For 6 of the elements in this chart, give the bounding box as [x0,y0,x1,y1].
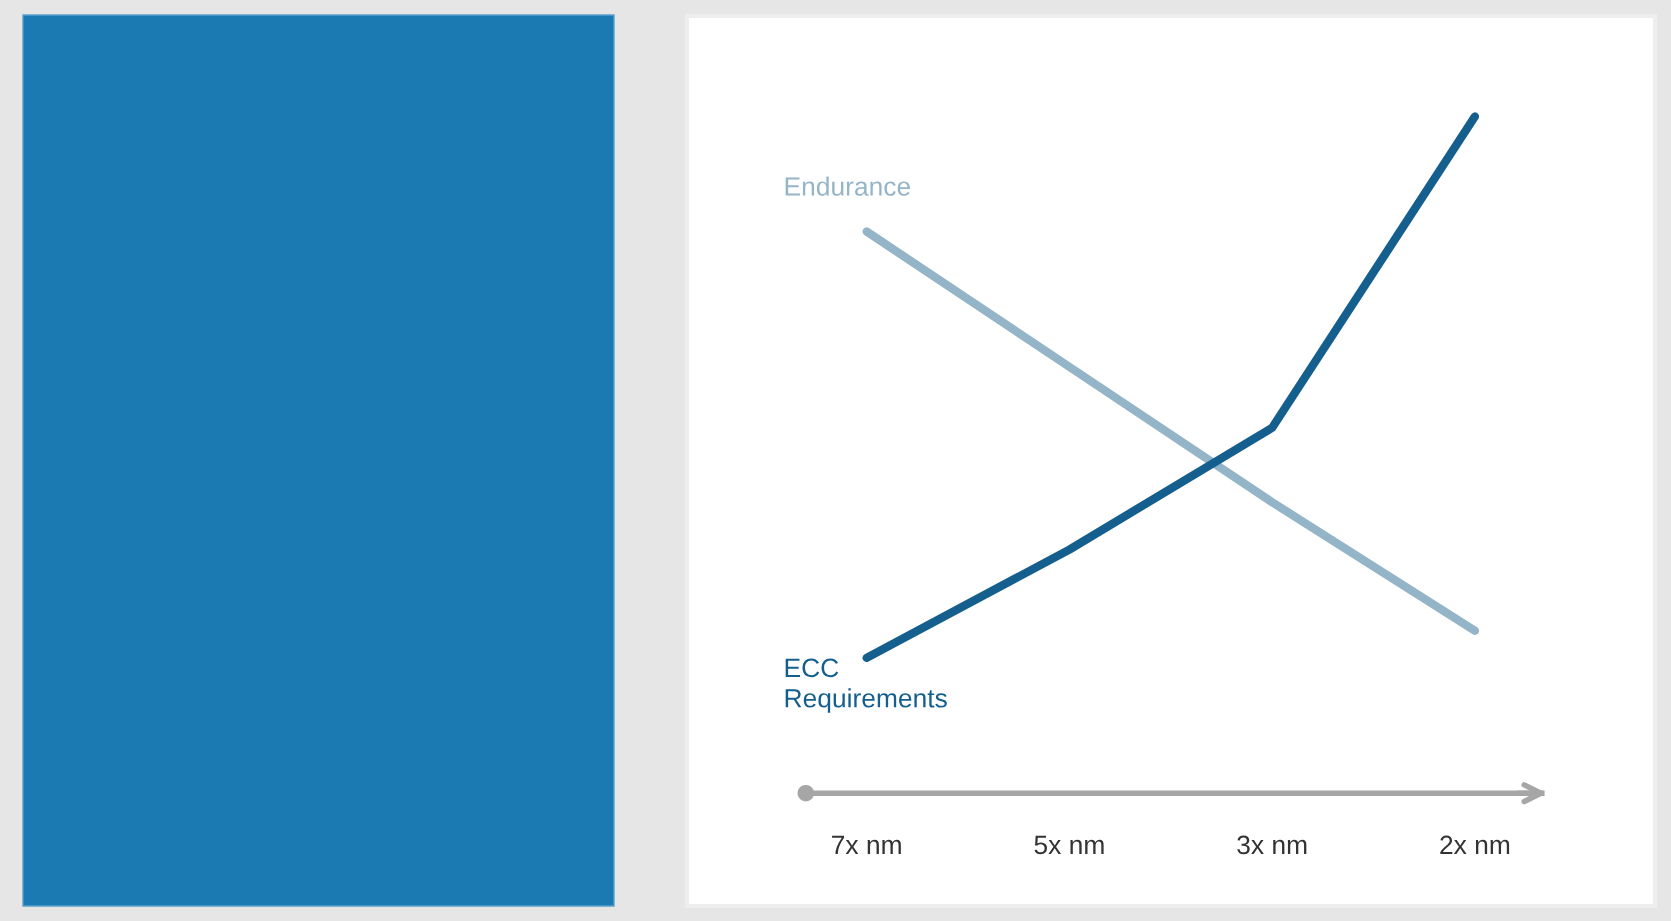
series-label: Endurance [785,176,910,196]
x-tick-label: 7x nm [832,835,901,855]
series-label: ECC Requirements [785,658,947,713]
x-tick-label: 3x nm [1237,835,1307,855]
x-tick-label: 2x nm [1440,835,1510,855]
x-tick-label: 5x nm [1034,835,1104,855]
